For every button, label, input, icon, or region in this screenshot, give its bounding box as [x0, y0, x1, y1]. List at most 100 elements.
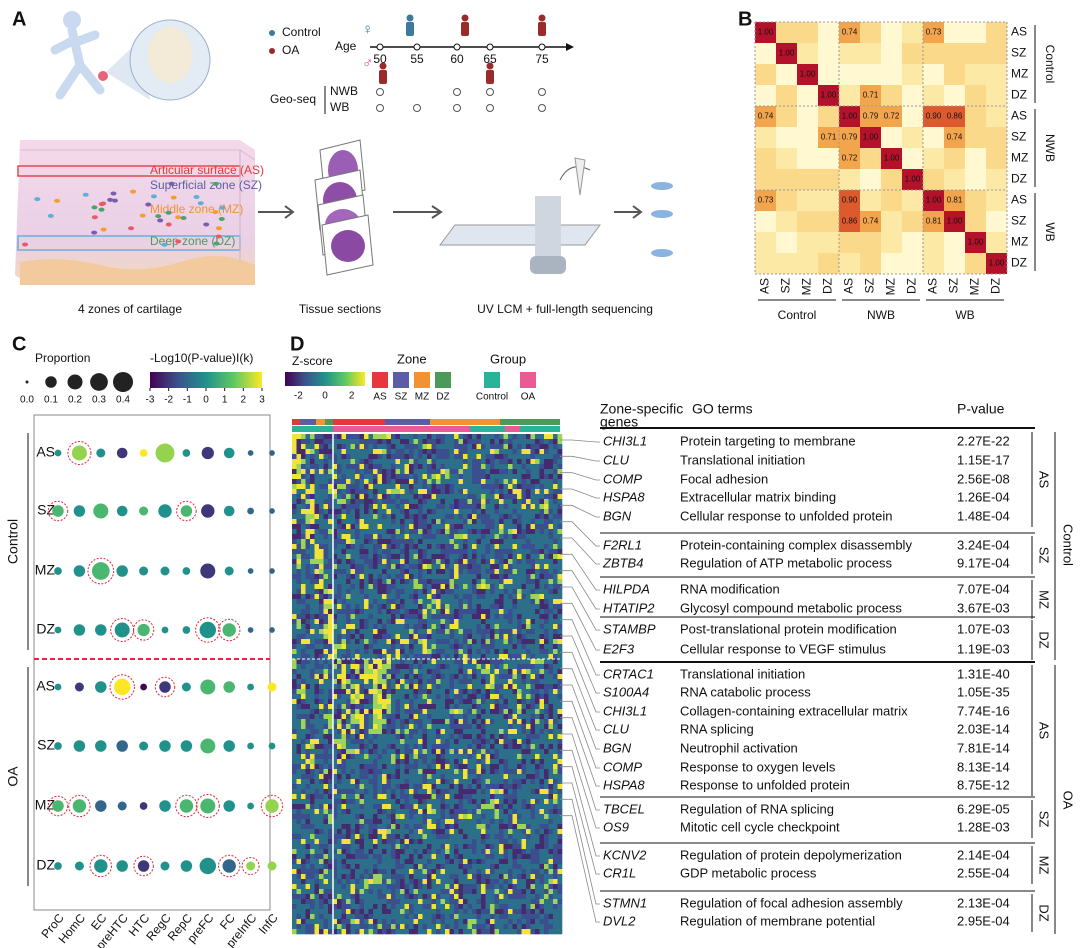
heatmap-cell — [436, 434, 441, 440]
heatmap-cell — [337, 794, 342, 800]
corr-value: 0.74 — [758, 112, 774, 121]
heatmap-cell — [400, 454, 405, 460]
heatmap-cell — [310, 579, 315, 585]
heatmap-cell — [364, 689, 369, 695]
heatmap-cell — [350, 504, 356, 510]
heatmap-cell — [332, 604, 338, 610]
heatmap-cell — [526, 784, 531, 790]
heatmap-cell — [386, 449, 392, 455]
heatmap-cell — [445, 549, 450, 555]
heatmap-cell — [503, 784, 509, 790]
heatmap-cell — [553, 684, 558, 690]
heatmap-cell — [310, 659, 315, 665]
heatmap-cell — [499, 479, 504, 485]
heatmap-cell — [553, 494, 558, 500]
heatmap-cell — [373, 604, 378, 610]
heatmap-cell — [431, 434, 437, 440]
heatmap-cell — [332, 549, 338, 555]
heatmap-cell — [359, 464, 365, 470]
heatmap-cell — [476, 454, 482, 460]
heatmap-cell — [391, 649, 396, 655]
heatmap-cell — [355, 619, 360, 625]
heatmap-cell — [332, 719, 338, 725]
heatmap-cell — [427, 789, 432, 795]
heatmap-cell — [373, 764, 378, 770]
heatmap-cell — [382, 564, 387, 570]
heatmap-cell — [553, 729, 558, 735]
heatmap-cell — [517, 624, 522, 630]
heatmap-cell — [400, 554, 405, 560]
heatmap-cell — [368, 699, 374, 705]
heatmap-cell — [431, 569, 437, 575]
heatmap-cell — [521, 479, 527, 485]
heatmap-cell — [332, 764, 338, 770]
zone-label: DZ — [821, 278, 835, 294]
heatmap-cell — [395, 544, 401, 550]
heatmap-cell — [328, 534, 333, 540]
heatmap-cell — [431, 499, 437, 505]
corr-cell — [839, 85, 860, 106]
heatmap-cell — [467, 609, 473, 615]
heatmap-cell — [413, 454, 419, 460]
heatmap-cell — [292, 749, 297, 755]
heatmap-cell — [382, 649, 387, 655]
heatmap-cell — [314, 644, 320, 650]
heatmap-cell — [400, 504, 405, 510]
heatmap-cell — [467, 539, 473, 545]
heatmap-cell — [508, 574, 513, 580]
heatmap-cell — [512, 554, 518, 560]
heatmap-cell — [314, 549, 320, 555]
heatmap-cell — [305, 729, 311, 735]
heatmap-cell — [400, 519, 405, 525]
heatmap-cell — [314, 439, 320, 445]
heatmap-cell — [427, 584, 432, 590]
heatmap-cell — [530, 799, 536, 805]
heatmap-cell — [391, 479, 396, 485]
corr-cell — [818, 22, 839, 43]
heatmap-cell — [332, 534, 338, 540]
heatmap-cell — [467, 449, 473, 455]
heatmap-cell — [490, 644, 495, 650]
heatmap-cell — [386, 784, 392, 790]
heatmap-cell — [449, 449, 455, 455]
heatmap-cell — [485, 644, 491, 650]
heatmap-cell — [463, 514, 468, 520]
heatmap-cell — [467, 714, 473, 720]
heatmap-cell — [485, 694, 491, 700]
heatmap-cell — [548, 684, 554, 690]
heatmap-cell — [517, 484, 522, 490]
heatmap-cell — [296, 524, 302, 530]
heatmap-cell — [296, 489, 302, 495]
heatmap-cell — [364, 499, 369, 505]
heatmap-cell — [494, 489, 500, 495]
heatmap-cell — [499, 469, 504, 475]
heatmap-cell — [341, 524, 347, 530]
heatmap-cell — [364, 759, 369, 765]
heatmap-cell — [440, 624, 446, 630]
heatmap-cell — [413, 574, 419, 580]
corr-cell — [797, 85, 818, 106]
heatmap-cell — [526, 444, 531, 450]
heatmap-cell — [296, 599, 302, 605]
heatmap-cell — [409, 544, 414, 550]
heatmap-cell — [508, 439, 513, 445]
heatmap-cell — [364, 539, 369, 545]
heatmap-cell — [436, 689, 441, 695]
heatmap-cell — [445, 469, 450, 475]
cell-icon — [98, 207, 105, 212]
heatmap-cell — [373, 564, 378, 570]
heatmap-cell — [332, 644, 338, 650]
heatmap-cell — [409, 659, 414, 665]
heatmap-cell — [503, 534, 509, 540]
heatmap-cell — [386, 479, 392, 485]
heatmap-cell — [508, 504, 513, 510]
heatmap-cell — [548, 534, 554, 540]
color-tick: 3 — [259, 395, 265, 406]
heatmap-cell — [337, 594, 342, 600]
heatmap-cell — [413, 489, 419, 495]
heatmap-cell — [539, 724, 545, 730]
heatmap-cell — [319, 449, 324, 455]
cell-icon — [212, 210, 219, 215]
heatmap-cell — [526, 684, 531, 690]
heatmap-cell — [490, 714, 495, 720]
